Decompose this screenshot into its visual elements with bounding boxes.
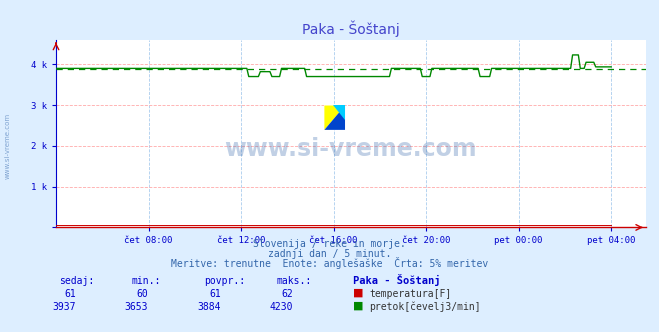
Text: 61: 61 [209,289,221,299]
Text: ■: ■ [353,301,363,311]
Text: 3653: 3653 [125,302,148,312]
Title: Paka - Šoštanj: Paka - Šoštanj [302,21,400,37]
Text: 3884: 3884 [197,302,221,312]
Text: 3937: 3937 [52,302,76,312]
Text: www.si-vreme.com: www.si-vreme.com [225,137,477,161]
Polygon shape [324,106,345,130]
Text: 4230: 4230 [270,302,293,312]
Text: zadnji dan / 5 minut.: zadnji dan / 5 minut. [268,249,391,259]
Text: pretok[čevelj3/min]: pretok[čevelj3/min] [369,302,480,312]
Text: maks.:: maks.: [277,276,312,286]
Text: 62: 62 [281,289,293,299]
Text: povpr.:: povpr.: [204,276,245,286]
Text: temperatura[F]: temperatura[F] [369,289,451,299]
Polygon shape [333,106,345,120]
Bar [324,106,345,130]
Text: Meritve: trenutne  Enote: anglešaške  Črta: 5% meritev: Meritve: trenutne Enote: anglešaške Črta… [171,257,488,269]
Text: 60: 60 [136,289,148,299]
Text: Slovenija / reke in morje.: Slovenija / reke in morje. [253,239,406,249]
Polygon shape [324,106,345,130]
Text: www.si-vreme.com: www.si-vreme.com [5,113,11,179]
Text: 61: 61 [64,289,76,299]
Text: ■: ■ [353,288,363,298]
Text: sedaj:: sedaj: [59,276,94,286]
Text: min.:: min.: [132,276,161,286]
Text: Paka - Šoštanj: Paka - Šoštanj [353,274,440,286]
